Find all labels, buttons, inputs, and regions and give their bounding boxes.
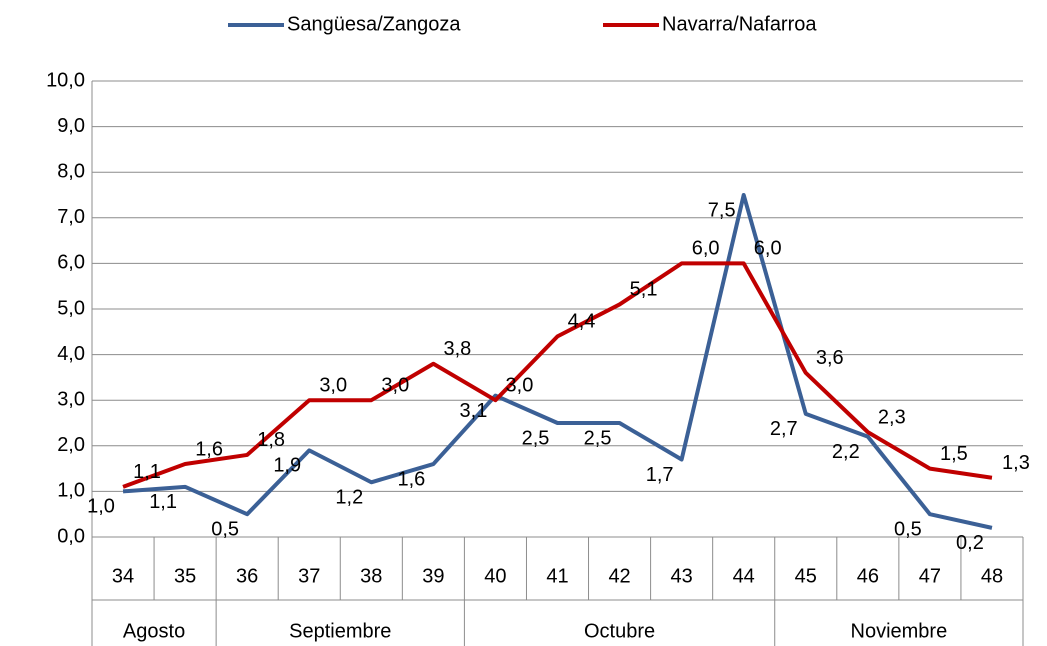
y-tick-label: 2,0	[57, 434, 85, 456]
data-label: 2,3	[878, 406, 906, 428]
x-tick-label: 37	[298, 565, 320, 587]
y-tick-label: 1,0	[57, 480, 85, 502]
y-tick-label: 3,0	[57, 388, 85, 410]
y-tick-label: 7,0	[57, 206, 85, 228]
data-label: 6,0	[754, 238, 782, 260]
data-label: 1,5	[940, 443, 968, 465]
data-label: 3,0	[319, 374, 347, 396]
x-tick-label: 39	[422, 565, 444, 587]
x-tick-label: 47	[919, 565, 941, 587]
x-tick-label: 34	[112, 565, 134, 587]
data-label: 3,6	[816, 347, 844, 369]
x-tick-label: 44	[733, 565, 755, 587]
data-label: 1,0	[87, 496, 115, 518]
y-tick-label: 10,0	[46, 69, 85, 91]
x-tick-label: 45	[795, 565, 817, 587]
data-label: 0,5	[894, 518, 922, 540]
data-label: 1,7	[646, 464, 674, 486]
data-label: 1,1	[133, 461, 161, 483]
series-line	[122, 261, 993, 489]
data-label: 0,2	[956, 532, 984, 554]
data-label: 6,0	[692, 238, 720, 260]
data-label: 2,2	[832, 441, 860, 463]
y-tick-label: 6,0	[57, 252, 85, 274]
data-label: 7,5	[708, 199, 736, 221]
x-tick-label: 41	[546, 565, 568, 587]
data-label: 1,9	[273, 455, 301, 477]
data-label: 2,5	[522, 427, 550, 449]
x-tick-label: 36	[236, 565, 258, 587]
data-label: 3,8	[443, 338, 471, 360]
x-tick-label: 42	[608, 565, 630, 587]
data-label: 3,0	[381, 374, 409, 396]
data-label: 1,6	[195, 438, 223, 460]
x-tick-label: 38	[360, 565, 382, 587]
data-label: 4,4	[568, 311, 596, 333]
data-label: 2,7	[770, 418, 798, 440]
x-tick-label: 48	[981, 565, 1003, 587]
legend-label: Sangüesa/Zangoza	[287, 13, 461, 35]
legend-label: Navarra/Nafarroa	[662, 13, 817, 35]
data-label: 1,3	[1002, 452, 1030, 474]
group-label: Octubre	[584, 620, 655, 642]
x-tick-label: 40	[484, 565, 506, 587]
data-label: 1,2	[335, 487, 363, 509]
y-tick-label: 8,0	[57, 160, 85, 182]
x-tick-label: 46	[857, 565, 879, 587]
group-label: Septiembre	[289, 620, 391, 642]
data-label: 1,8	[257, 429, 285, 451]
y-tick-label: 0,0	[57, 525, 85, 547]
x-tick-label: 43	[671, 565, 693, 587]
data-label: 2,5	[584, 427, 612, 449]
data-label: 5,1	[630, 279, 658, 301]
data-label: 0,5	[211, 518, 239, 540]
data-label: 1,6	[397, 468, 425, 490]
group-label: Agosto	[123, 620, 185, 642]
series-line	[122, 193, 993, 530]
y-tick-label: 4,0	[57, 343, 85, 365]
data-label: 1,1	[149, 491, 177, 513]
group-label: Noviembre	[851, 620, 948, 642]
y-tick-label: 9,0	[57, 115, 85, 137]
y-tick-label: 5,0	[57, 297, 85, 319]
x-tick-label: 35	[174, 565, 196, 587]
data-label: 3,1	[460, 400, 488, 422]
data-label: 3,0	[506, 374, 534, 396]
